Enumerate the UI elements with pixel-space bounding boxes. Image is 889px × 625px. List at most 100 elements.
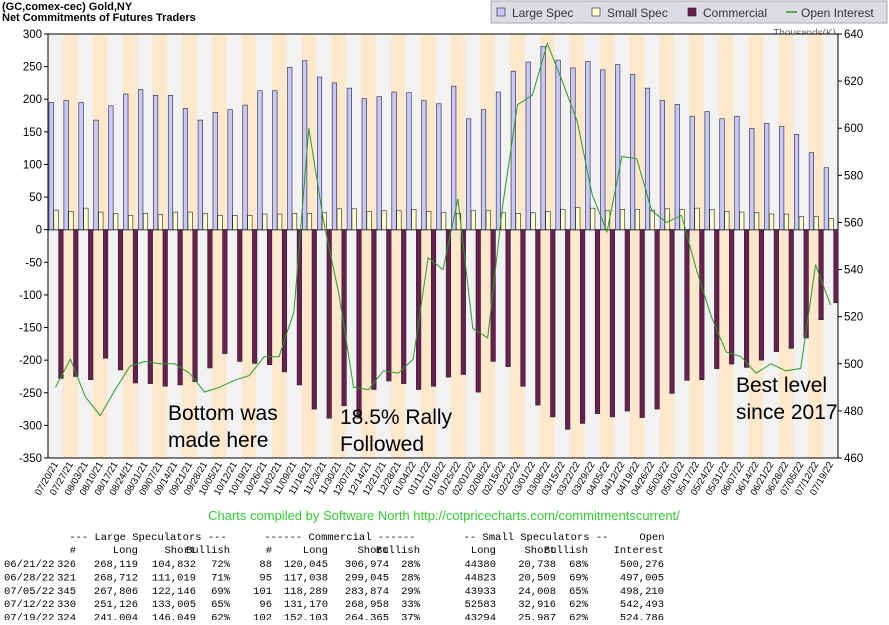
table-cell: 152,103 [284,613,328,620]
bar [734,115,740,230]
bar [674,104,680,230]
bar [590,207,596,230]
week-band [808,34,824,458]
table-cell: 283,874 [345,586,389,598]
table-cell: 326 [57,559,76,571]
table-header: Short [164,545,196,557]
bar [436,103,442,230]
bar [128,215,134,230]
legend-swatch [591,7,601,17]
bar [515,213,521,230]
bar [142,213,149,230]
table-cell: 71% [211,572,231,584]
bar [624,229,630,412]
y-tick-label: 200 [23,94,42,106]
bar [445,229,451,378]
table-cell: 29% [401,586,421,598]
table-cell: 43294 [464,613,496,620]
table-group-header: ------ Commercial ------ [264,532,415,544]
bar [138,89,144,230]
bar [575,207,581,230]
bar [609,229,615,418]
y2-tick-label: 480 [844,406,863,418]
bar [644,87,651,230]
annotation: Best level [736,374,827,397]
bar [217,215,223,230]
table-cell: 72% [211,559,231,571]
bar [406,92,412,230]
annotation: Bottom was [168,402,278,425]
bar [83,207,89,230]
table-cell: 268,712 [94,572,138,584]
table-cell: 241,004 [94,613,138,620]
table-cell: 104,832 [152,559,196,571]
table-cell: 120,045 [284,559,328,571]
bar [113,213,119,230]
bar [287,66,293,230]
table-cell: 69% [569,572,589,584]
bar [371,229,377,390]
bar [704,111,710,230]
bar [426,211,432,230]
bar [754,212,760,230]
bar [391,91,397,230]
bar [401,229,407,384]
bar [98,211,104,230]
bar [222,229,228,354]
bar [833,229,839,304]
table-group-header: --- Large Speculators --- [69,532,227,544]
table-cell: 96 [259,599,272,611]
bar [803,229,809,339]
bar [470,210,476,230]
legend-swatch [496,7,506,17]
table-cell: 146,049 [152,613,196,620]
table-cell: 33% [401,599,421,611]
y-tick-label: -50 [25,257,42,269]
bar [460,229,466,375]
y2-tick-label: 520 [844,312,863,324]
table-header: Long [471,545,496,557]
bar [346,87,352,230]
bar [247,215,253,230]
bar [743,229,750,368]
bar [202,213,208,230]
table-cell: 498,210 [620,586,664,598]
bar [411,209,417,230]
bar [520,229,526,387]
bar [585,61,591,230]
table-group-header: -- Small Speculators -- [464,532,609,544]
bar [63,100,69,230]
annotation: 18.5% Rally [340,406,453,429]
table-cell: 25,987 [518,613,556,620]
y-tick-label: 50 [29,192,42,204]
bar [749,128,755,230]
bar [167,95,174,230]
bar [505,229,511,367]
table-cell: 62% [569,613,589,620]
bar [535,229,541,406]
bar [341,229,347,407]
bar [540,46,546,230]
bar [73,229,79,377]
bar [525,61,531,230]
bar [421,100,427,230]
bar [53,209,59,230]
bar [639,229,645,418]
table-date: 07/19/22 [4,613,54,620]
bar [227,109,233,230]
y2-tick-label: 460 [844,453,863,465]
table-cell: 43933 [464,586,496,598]
bar [153,95,159,230]
bar [197,119,203,230]
bar [724,211,730,230]
y-tick-label: 150 [23,127,42,139]
legend-label: Small Spec [607,6,668,20]
bar [729,229,735,365]
bar [237,229,243,362]
bar [783,213,790,230]
bar [356,229,362,419]
bar [48,102,54,230]
bar [719,118,725,230]
y-tick-label: -100 [19,290,42,302]
